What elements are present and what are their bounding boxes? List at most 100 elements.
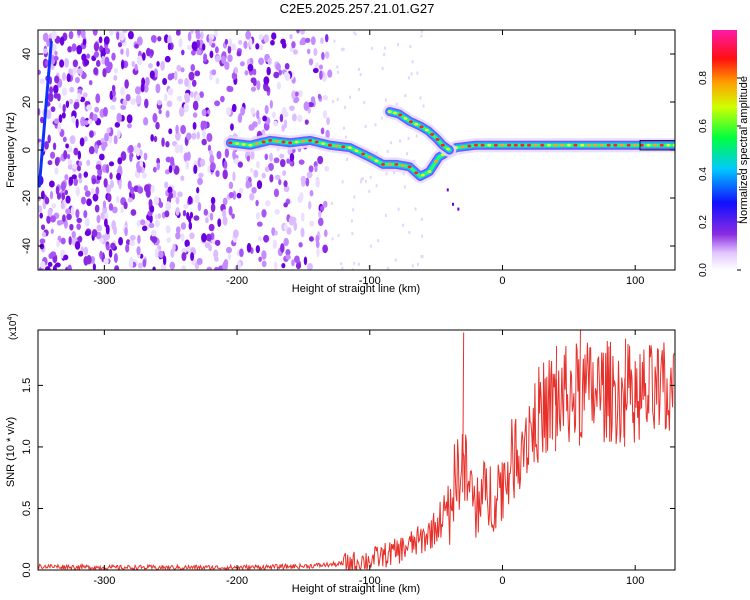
noise-blob <box>291 41 296 49</box>
noise-blob <box>222 209 227 219</box>
noise-blob <box>266 86 270 93</box>
noise-blob <box>279 158 286 168</box>
main-trace-peak <box>288 141 293 145</box>
noise-blob <box>66 153 71 160</box>
noise-blob <box>186 132 192 141</box>
main-trace-peak <box>600 143 605 147</box>
noise-blob <box>318 210 322 218</box>
upper-branch-peak <box>398 113 403 117</box>
noise-blob <box>82 92 88 98</box>
y-tick-label: 1.5 <box>21 378 33 393</box>
noise-blob <box>300 175 307 184</box>
noise-blob <box>91 229 98 238</box>
noise-blob <box>137 234 141 244</box>
noise-blob <box>187 195 193 205</box>
main-trace-peak <box>520 143 525 147</box>
noise-blob <box>168 192 174 199</box>
noise-blob <box>47 160 53 166</box>
noise-speck <box>360 180 363 184</box>
noise-speck <box>420 30 423 34</box>
noise-blob <box>58 114 63 123</box>
noise-speck <box>383 46 386 50</box>
noise-blob <box>91 178 97 185</box>
noise-blob <box>137 262 143 269</box>
noise-blob <box>157 100 162 106</box>
spectrogram-x-ticks: -300 -200 -100 0 100 <box>93 30 644 287</box>
noise-blob <box>304 119 309 125</box>
noise-blob <box>184 92 190 101</box>
noise-blob <box>191 79 197 87</box>
noise-blob <box>280 243 285 253</box>
noise-speck <box>341 48 344 52</box>
noise-blob <box>106 127 111 134</box>
noise-blob <box>209 50 214 59</box>
noise-blob <box>83 210 88 219</box>
main-trace-peak <box>533 143 538 147</box>
y-tick-label: -40 <box>21 238 33 254</box>
noise-blob <box>187 31 192 42</box>
noise-blob <box>38 205 43 213</box>
noise-blob <box>196 257 203 266</box>
spectrogram-trace <box>223 104 675 211</box>
noise-blob <box>131 192 135 200</box>
noise-blob <box>114 122 121 128</box>
noise-blob <box>197 201 202 212</box>
noise-blob <box>192 112 198 118</box>
noise-blob <box>111 84 116 92</box>
noise-blob <box>263 34 270 43</box>
noise-blob <box>249 37 253 48</box>
noise-blob <box>156 162 160 171</box>
main-trace-peak <box>480 143 485 147</box>
main-trace-peak <box>314 140 319 144</box>
noise-blob <box>120 48 124 55</box>
noise-blob <box>83 246 89 256</box>
noise-blob <box>129 152 133 162</box>
noise-blob <box>86 104 93 111</box>
noise-blob <box>300 212 305 222</box>
noise-blob <box>114 265 120 270</box>
noise-blob <box>141 172 147 179</box>
noise-blob <box>46 215 51 224</box>
x-tick-label: -100 <box>359 275 381 287</box>
noise-blob <box>317 155 324 165</box>
noise-blob <box>240 106 246 116</box>
noise-blob <box>247 63 254 72</box>
noise-blob <box>86 198 92 207</box>
noise-blob <box>201 233 207 243</box>
noise-blob <box>324 165 330 172</box>
noise-blob <box>304 37 311 43</box>
noise-blob <box>188 71 195 81</box>
noise-blob <box>49 86 54 95</box>
main-trace-peak <box>487 143 492 147</box>
noise-blob <box>134 43 139 49</box>
upper-branch-peak <box>392 111 397 115</box>
noise-blob <box>165 225 171 234</box>
noise-blob <box>59 59 65 68</box>
noise-blob <box>130 98 136 106</box>
noise-blob <box>226 85 233 92</box>
noise-blob <box>237 260 241 270</box>
main-trace-peak <box>407 165 412 169</box>
noise-blob <box>76 45 83 55</box>
noise-speck <box>377 239 380 243</box>
colorbar-ticks: 0.0 0.2 0.4 0.6 0.8 <box>698 71 741 277</box>
noise-blob <box>88 146 95 155</box>
noise-blob <box>256 160 260 169</box>
noise-speck <box>351 268 354 270</box>
noise-blob <box>251 186 257 194</box>
noise-blob <box>142 117 149 126</box>
noise-blob <box>122 30 128 33</box>
noise-blob <box>75 118 79 129</box>
noise-blob <box>248 124 255 131</box>
noise-blob <box>67 264 72 270</box>
noise-blob <box>60 237 66 245</box>
noise-blob <box>120 86 125 96</box>
noise-blob <box>246 242 252 253</box>
noise-speck <box>351 232 354 236</box>
noise-blob <box>227 45 232 54</box>
noise-blob <box>271 32 277 40</box>
noise-blob <box>288 216 295 226</box>
noise-blob <box>145 76 150 87</box>
noise-blob <box>105 164 110 174</box>
noise-speck <box>331 237 334 241</box>
